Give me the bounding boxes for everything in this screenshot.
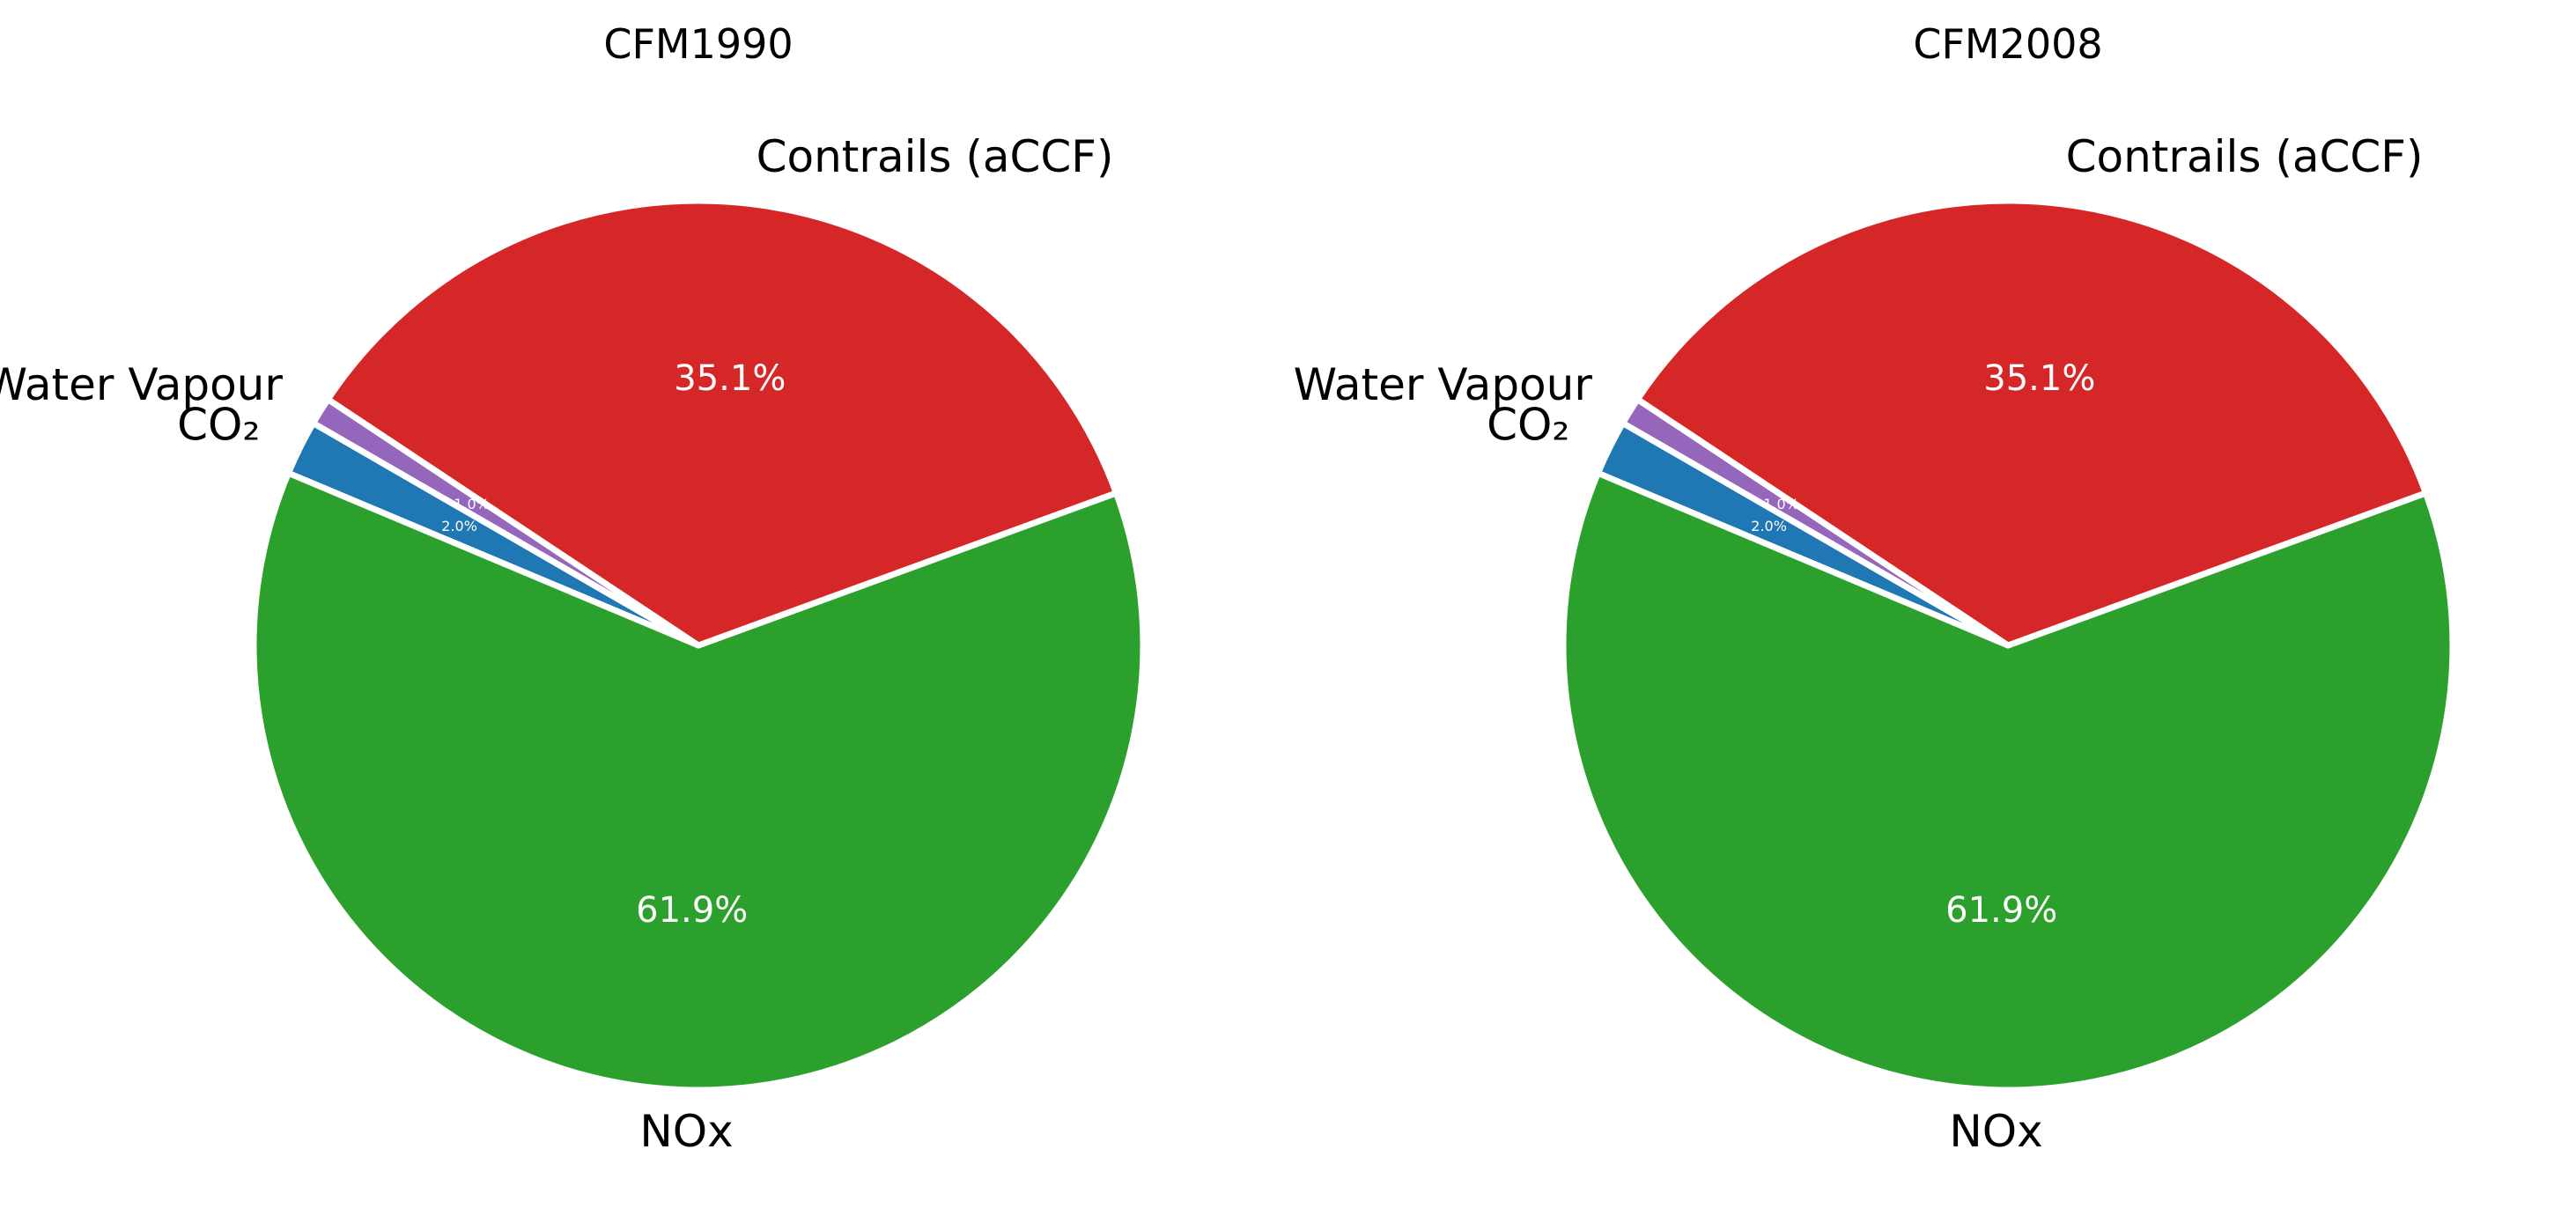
pie-slice-contrails-accf [1634, 197, 2429, 649]
chart-title-cfm2008: CFM2008 [1913, 20, 2102, 68]
percent-label-co: 2.0% [1751, 518, 1787, 534]
category-label-contrails-accf: Contrails (aCCF) [2066, 131, 2424, 182]
category-label-nox: NOx [1949, 1106, 2042, 1157]
pie-slice-water-vapour [1620, 396, 2011, 649]
chart-title-cfm1990: CFM1990 [603, 20, 793, 68]
percent-label-water-vapour: 1.0% [454, 496, 490, 512]
pie-chart-cfm1990: CFM1990 CO₂ 2.0% NOx 61.9% Contrails (aCCF) 3… [0, 20, 1147, 1157]
percent-label-nox: 61.9% [1945, 890, 2057, 931]
category-label-co: CO₂ [177, 400, 260, 451]
category-label-water-vapour: Water Vapour [1294, 359, 1593, 410]
category-label-nox: NOx [639, 1106, 733, 1157]
category-label-co: CO₂ [1487, 400, 1569, 451]
category-label-contrails-accf: Contrails (aCCF) [757, 131, 1114, 182]
category-label-water-vapour: Water Vapour [0, 359, 283, 410]
percent-label-co: 2.0% [441, 518, 477, 534]
percent-label-water-vapour: 1.0% [1763, 496, 1799, 512]
pie-slice-contrails-accf [324, 197, 1119, 649]
percent-label-contrails-accf: 35.1% [674, 358, 786, 399]
pie-chart-cfm2008: CFM2008 CO₂ 2.0% NOx 61.9% Contrails (aCCF) 3… [1294, 20, 2456, 1157]
pie-slice-water-vapour [310, 396, 702, 649]
pie-slice-nox [1560, 469, 2456, 1094]
percent-label-nox: 61.9% [636, 890, 748, 931]
percent-label-contrails-accf: 35.1% [1983, 358, 2095, 399]
pie-slice-nox [250, 469, 1147, 1094]
